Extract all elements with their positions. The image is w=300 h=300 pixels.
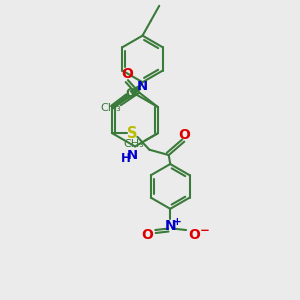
Text: −: − [200,224,209,236]
Text: O: O [122,67,133,81]
Text: N: N [136,80,148,93]
Text: CH₃: CH₃ [123,139,144,149]
Text: O: O [141,228,153,242]
Text: N: N [164,218,176,233]
Text: S: S [128,126,138,141]
Text: +: + [172,217,181,227]
Text: O: O [188,228,200,242]
Text: C: C [125,87,134,101]
Text: CH₃: CH₃ [100,103,121,112]
Text: H: H [121,152,130,166]
Text: O: O [178,128,190,142]
Text: N: N [127,149,138,163]
